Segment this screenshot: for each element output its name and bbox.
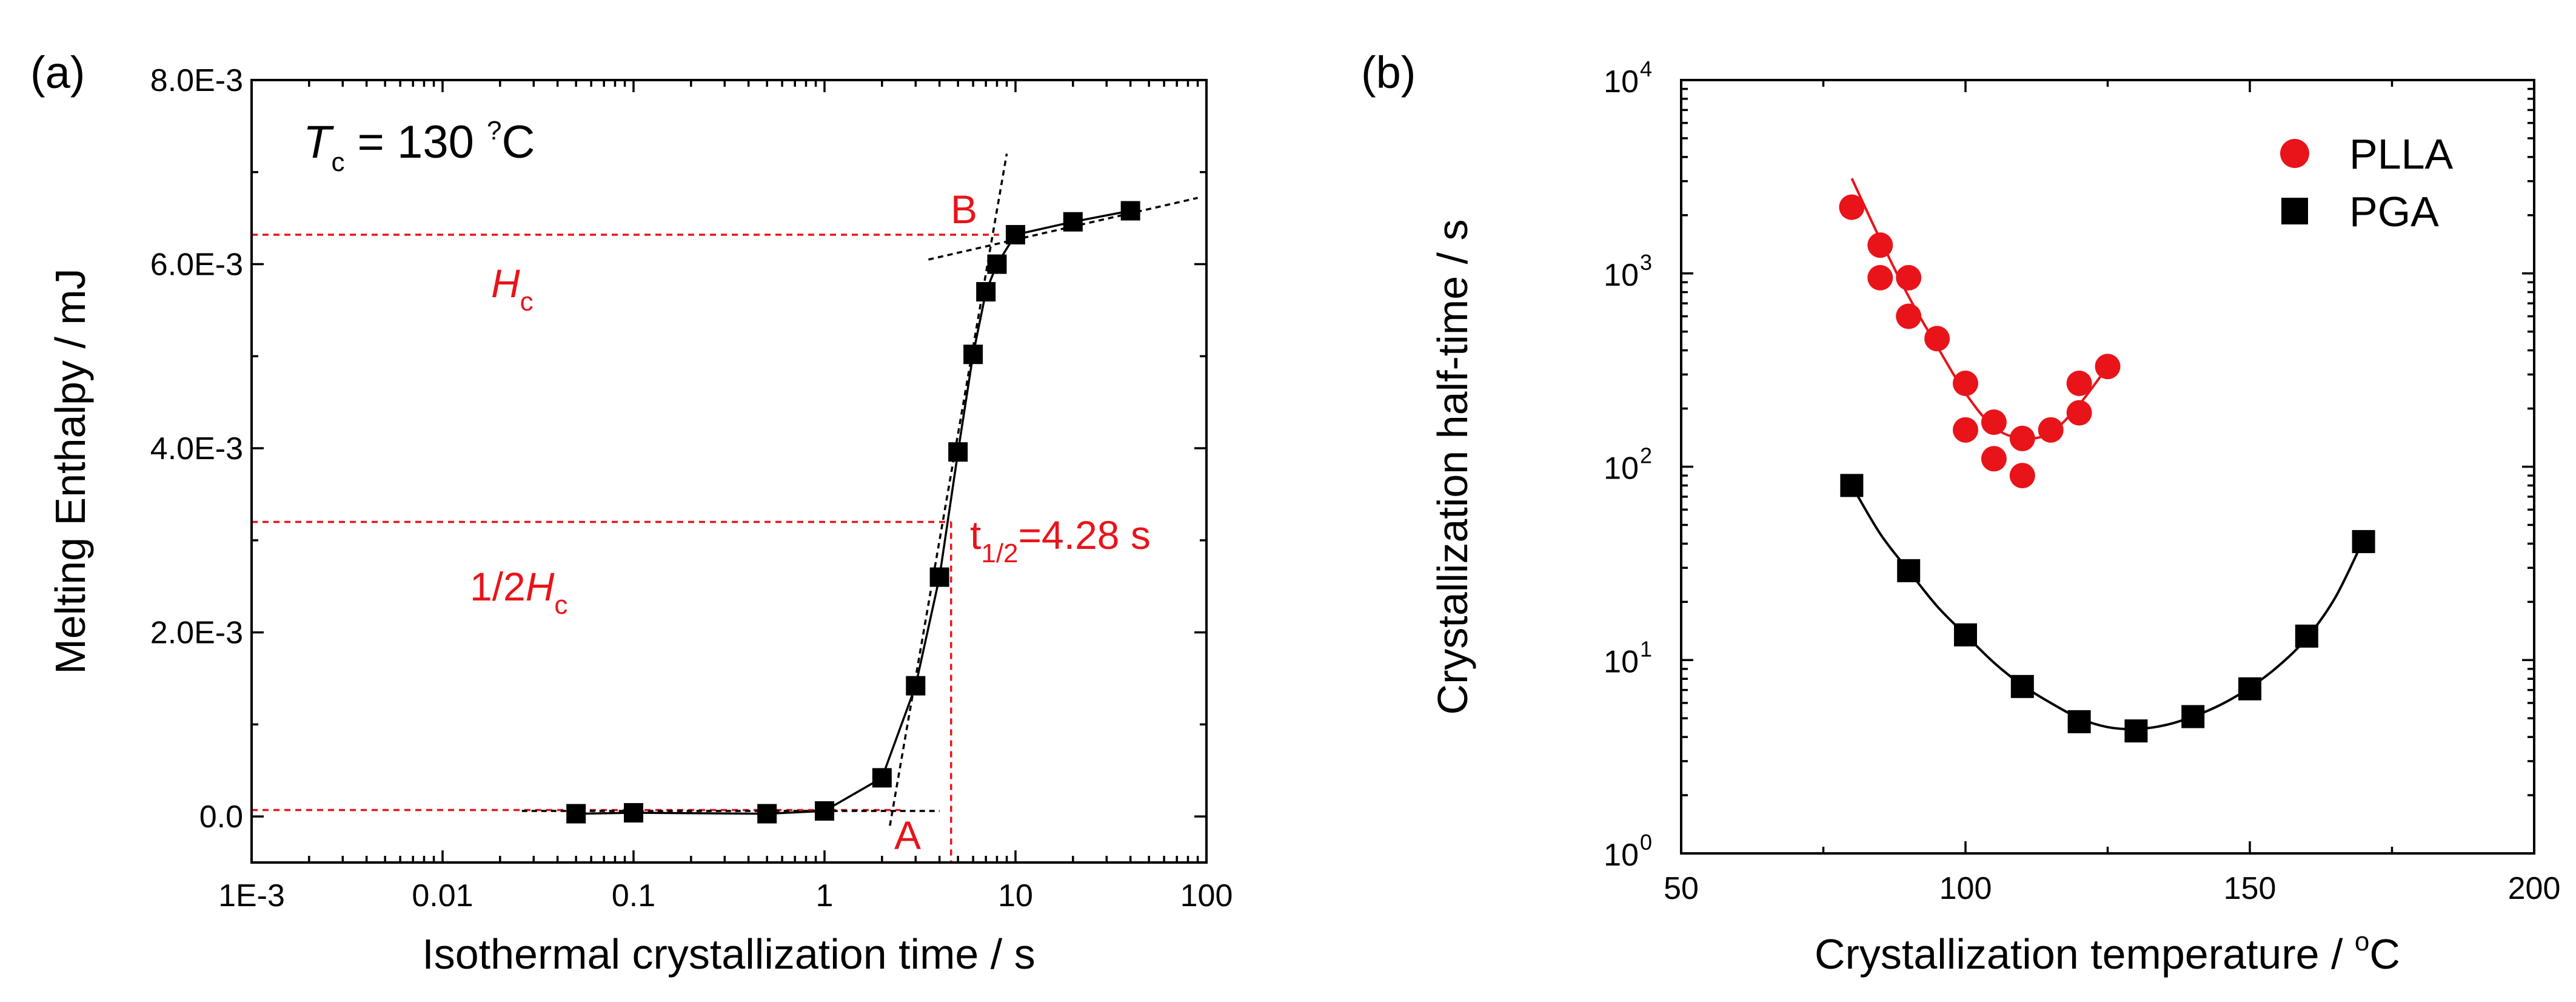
reference-lines: [252, 234, 999, 862]
x-tick-label: 100: [1939, 871, 1992, 906]
x-axis-label-b: Crystallization temperature / oC: [1815, 927, 2400, 978]
x-tick-label: 0.1: [612, 878, 655, 913]
data-point: [948, 442, 968, 462]
data-point-plla: [2066, 371, 2092, 397]
y-tick-label: 0.0: [199, 799, 243, 835]
data-point: [976, 282, 996, 302]
data-point-plla: [1953, 371, 1978, 397]
data-point: [906, 676, 926, 696]
data-point-pga: [2295, 624, 2318, 648]
data-point: [757, 804, 777, 824]
data-point-plla: [2038, 417, 2064, 443]
x-ticks: 50 100 150 200: [1664, 80, 2560, 906]
y-tick-exponent: 3: [1640, 250, 1652, 275]
data-point-pga: [1840, 474, 1864, 497]
data-point: [872, 768, 892, 788]
data-point-pga: [2010, 674, 2034, 698]
x-tick-label: 1E-3: [218, 878, 285, 913]
x-tick-label: 100: [1180, 878, 1233, 913]
data-point-pga: [2238, 677, 2261, 701]
annotation-a: A: [894, 813, 921, 858]
y-tick-label: 4.0E-3: [150, 431, 243, 466]
data-point-plla: [1896, 303, 1922, 329]
x-tick-label: 0.01: [412, 878, 473, 913]
y-tick-label: 10: [1604, 644, 1639, 679]
y-tick-label: 2.0E-3: [150, 616, 243, 651]
x-tick-label: 150: [2224, 871, 2277, 906]
fit-curve-plla: [1850, 178, 2109, 440]
annotation-hc: Hc: [491, 261, 534, 317]
data-point-plla: [1839, 194, 1865, 220]
annotation-b: B: [951, 187, 977, 232]
y-tick-label: 8.0E-3: [150, 63, 243, 98]
y-tick-exponent: 4: [1640, 56, 1652, 81]
y-ticks: 0.0 2.0E-3 4.0E-3 6.0E-3 8.0E-3: [150, 63, 1206, 835]
y-axis-label-a: Melting Enthalpy / mJ: [47, 268, 94, 674]
data-point-plla: [2009, 463, 2035, 489]
y-tick-exponent: 2: [1640, 443, 1652, 468]
tangent-lines: [521, 153, 1198, 826]
fit-curves: [1850, 178, 2365, 731]
data-point-plla: [1981, 446, 2007, 472]
data-point: [1063, 212, 1083, 232]
y-tick-label: 10: [1604, 258, 1639, 293]
legend: PLLA PGA: [2280, 130, 2454, 235]
data-point: [1006, 224, 1025, 244]
data-point-pga: [2181, 705, 2205, 728]
legend-marker-pga: [2281, 198, 2308, 224]
y-tick-exponent: 1: [1640, 636, 1652, 661]
annotation-t-half: t1/2=4.28 s: [970, 513, 1151, 568]
data-point: [815, 801, 834, 821]
panel-a-label: (a): [30, 47, 85, 98]
data-point: [566, 804, 586, 824]
tangent-line-1: [889, 153, 1008, 826]
y-tick-exponent: 0: [1640, 830, 1652, 855]
data-point-plla: [1981, 409, 2007, 435]
x-tick-label: 50: [1664, 871, 1699, 906]
data-point-pga: [1954, 623, 1977, 647]
data-point-plla: [1953, 417, 1978, 443]
data-point-pga: [2124, 719, 2148, 743]
data-series: [1839, 194, 2375, 743]
x-tick-label: 10: [998, 878, 1033, 913]
data-point-pga: [1897, 559, 1921, 582]
data-point: [987, 254, 1007, 274]
tc-label: Tc = 130 ?C: [303, 116, 535, 177]
panel-a: (a) 1E-3 0.01 0.1 1 10 100 0.0 2.0E-3 4.0E-3 6.0…: [30, 47, 1233, 978]
plot-frame-a: [250, 79, 1208, 864]
data-point: [963, 345, 983, 365]
data-point-pga: [2067, 710, 2091, 733]
data-point: [929, 567, 949, 587]
y-tick-label: 10: [1604, 451, 1639, 486]
legend-marker-plla: [2280, 139, 2309, 168]
data-point-plla: [2009, 425, 2035, 451]
x-tick-label: 200: [2508, 871, 2561, 906]
fit-curve-pga: [1850, 485, 2365, 731]
x-axis-label-a: Isothermal crystallization time / s: [422, 930, 1035, 978]
data-point-plla: [1896, 264, 1922, 291]
annotation-half-hc: 1/2Hc: [470, 564, 567, 620]
data-point: [1120, 201, 1140, 221]
y-tick-label: 10: [1604, 838, 1639, 873]
panel-b-label: (b): [1361, 47, 1416, 98]
data-point-plla: [1867, 264, 1893, 291]
y-tick-label: 10: [1604, 64, 1639, 99]
legend-label-plla: PLLA: [2349, 130, 2454, 178]
data-point: [624, 803, 643, 823]
data-point-plla: [2066, 400, 2092, 426]
data-point-plla: [2095, 354, 2121, 380]
y-tick-label: 6.0E-3: [150, 247, 243, 283]
data-series: [566, 201, 1140, 824]
x-tick-label: 1: [816, 878, 834, 913]
tangent-line-2: [928, 197, 1198, 261]
data-point-plla: [1924, 326, 1950, 352]
y-axis-label-b: Crystallization half-time / s: [1429, 220, 1476, 715]
data-point-plla: [1867, 232, 1893, 258]
legend-label-pga: PGA: [2349, 188, 2439, 235]
x-ticks: 1E-3 0.01 0.1 1 10 100: [218, 80, 1233, 913]
data-point-pga: [2352, 530, 2375, 553]
